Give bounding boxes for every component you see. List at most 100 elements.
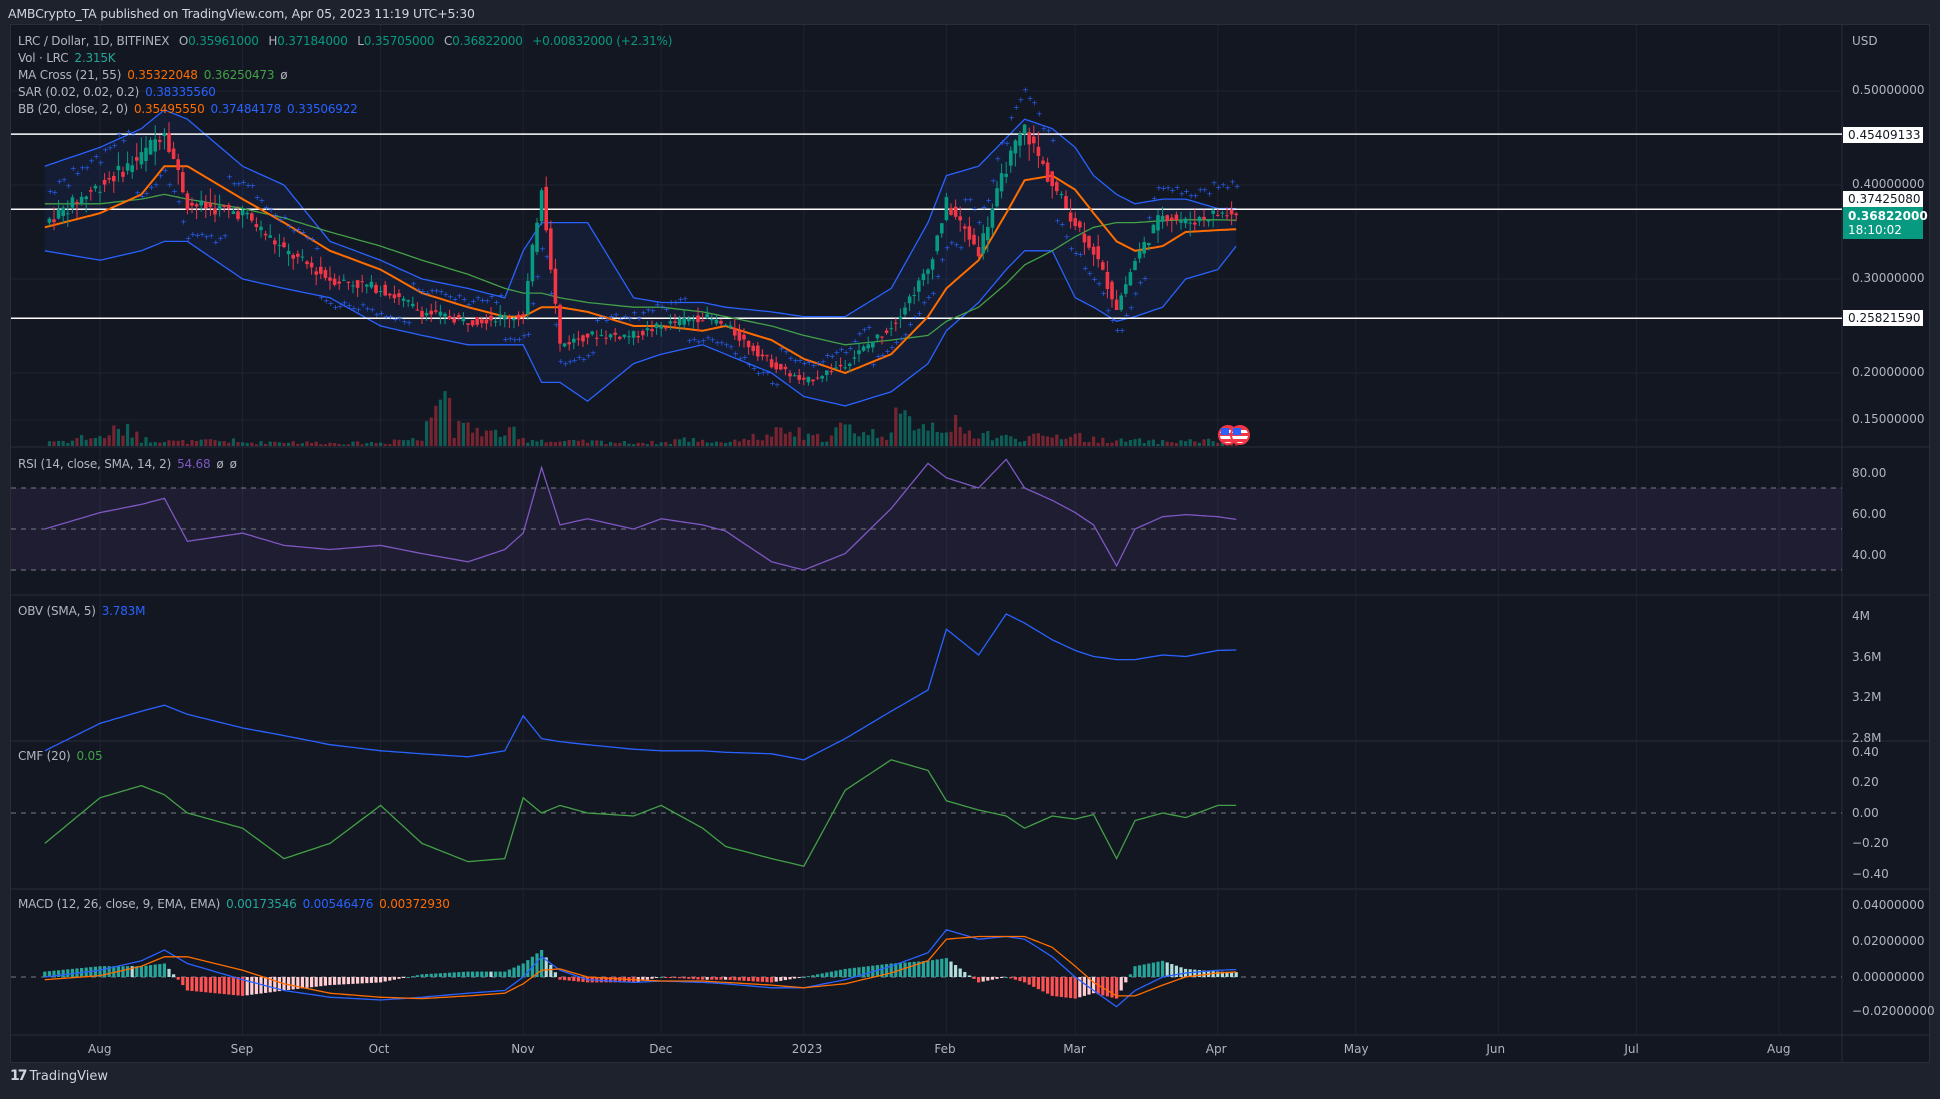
obv-tick-3-6m: 3.6M: [1852, 650, 1882, 664]
svg-text:+: +: [286, 222, 293, 231]
svg-text:+: +: [751, 364, 758, 373]
svg-text:+: +: [797, 356, 804, 365]
svg-text:+: +: [121, 137, 128, 146]
ma-cross-title: MA Cross (21, 55): [18, 68, 122, 82]
svg-text:+: +: [263, 204, 270, 213]
svg-text:+: +: [75, 169, 82, 178]
svg-text:+: +: [525, 330, 532, 339]
svg-text:+: +: [1036, 110, 1043, 119]
svg-text:+: +: [240, 178, 247, 187]
current-price-tag: 0.36822000 18:10:02: [1843, 207, 1928, 239]
obv-legend[interactable]: OBV (SMA, 5) 3.783M: [18, 604, 145, 618]
svg-text:+: +: [696, 337, 703, 346]
sar-legend[interactable]: SAR (0.02, 0.02, 0.2) 0.38335560: [18, 85, 216, 99]
svg-text:+: +: [558, 357, 565, 366]
svg-text:+: +: [1064, 233, 1071, 242]
svg-text:+: +: [985, 196, 992, 205]
svg-text:+: +: [1234, 182, 1241, 191]
cmf-legend[interactable]: CMF (20) 0.05: [18, 749, 103, 763]
svg-text:+: +: [79, 164, 86, 173]
svg-text:+: +: [967, 195, 974, 204]
sar-title: SAR (0.02, 0.02, 0.2): [18, 85, 140, 99]
svg-text:+: +: [553, 320, 560, 329]
cmf-tick-0-4: 0.40: [1852, 745, 1879, 759]
svg-text:+: +: [1211, 179, 1218, 188]
svg-text:+: +: [949, 239, 956, 248]
bb-title: BB (20, close, 2, 0): [18, 102, 128, 116]
svg-text:+: +: [705, 334, 712, 343]
svg-text:+: +: [171, 187, 178, 196]
svg-text:+: +: [351, 304, 358, 313]
tradingview-brand[interactable]: TradingView: [29, 1068, 109, 1084]
svg-text:+: +: [341, 298, 348, 307]
svg-text:+: +: [907, 320, 914, 329]
svg-text:+: +: [84, 163, 91, 172]
svg-text:+: +: [815, 359, 822, 368]
svg-text:+: +: [581, 355, 588, 364]
bb-legend[interactable]: BB (20, close, 2, 0) 0.35495550 0.37484178…: [18, 102, 358, 116]
svg-text:+: +: [778, 344, 785, 353]
svg-text:+: +: [282, 213, 289, 222]
svg-text:+: +: [1031, 99, 1038, 108]
price-tick: 0.20000000: [1852, 365, 1925, 379]
svg-text:+: +: [608, 312, 615, 321]
chart-frame[interactable]: [10, 24, 1930, 1063]
svg-text:+: +: [912, 313, 919, 322]
svg-text:+: +: [415, 286, 422, 295]
svg-text:+: +: [884, 347, 891, 356]
high-value: 0.37184000: [277, 34, 348, 48]
svg-text:+: +: [1114, 326, 1121, 335]
svg-text:+: +: [332, 303, 339, 312]
svg-text:+: +: [56, 177, 63, 186]
svg-text:+: +: [397, 314, 404, 323]
svg-text:+: +: [249, 181, 256, 190]
tradingview-logo-icon[interactable]: 17: [10, 1068, 28, 1084]
svg-text:+: +: [1202, 185, 1209, 194]
volume-legend[interactable]: Vol · LRC 2.315K: [18, 51, 116, 65]
svg-text:+: +: [355, 306, 362, 315]
svg-text:+: +: [1073, 249, 1080, 258]
svg-text:+: +: [981, 203, 988, 212]
svg-text:+: +: [838, 345, 845, 354]
svg-text:+: +: [1054, 217, 1061, 226]
close-value: 0.36822000: [452, 34, 523, 48]
symbol-title[interactable]: LRC / Dollar, 1D, BITFINEX: [18, 34, 170, 48]
svg-text:+: +: [107, 143, 114, 152]
svg-text:+: +: [93, 152, 100, 161]
svg-text:+: +: [999, 138, 1006, 147]
svg-text:+: +: [484, 296, 491, 305]
svg-text:+: +: [254, 193, 261, 202]
cmf-tick-neg-0-4: −0.40: [1852, 867, 1889, 881]
obv-title: OBV (SMA, 5): [18, 604, 96, 618]
svg-text:+: +: [1192, 192, 1199, 201]
svg-text:+: +: [893, 338, 900, 347]
svg-text:+: +: [323, 297, 330, 306]
macd-legend[interactable]: MACD (12, 26, close, 9, EMA, EMA) 0.00173…: [18, 897, 450, 911]
ma-cross-legend[interactable]: MA Cross (21, 55) 0.35322048 0.36250473 ø: [18, 68, 288, 82]
svg-text:+: +: [406, 319, 413, 328]
svg-text:+: +: [199, 230, 206, 239]
low-label: L: [357, 34, 364, 48]
svg-text:+: +: [1100, 289, 1107, 298]
rsi-legend[interactable]: RSI (14, close, SMA, 14, 2) 54.68 ø ø: [18, 457, 237, 471]
svg-text:+: +: [521, 332, 528, 341]
svg-text:+: +: [682, 295, 689, 304]
svg-text:+: +: [659, 302, 666, 311]
svg-text:+: +: [631, 309, 638, 318]
economic-event-flag-icon[interactable]: [1230, 425, 1250, 445]
svg-text:+: +: [622, 312, 629, 321]
svg-text:+: +: [410, 279, 417, 288]
svg-text:+: +: [185, 234, 192, 243]
svg-text:+: +: [1156, 184, 1163, 193]
svg-text:+: +: [176, 197, 183, 206]
svg-text:+: +: [760, 369, 767, 378]
svg-text:+: +: [208, 231, 215, 240]
svg-text:+: +: [668, 298, 675, 307]
svg-text:+: +: [995, 154, 1002, 163]
svg-text:+: +: [217, 234, 224, 243]
svg-text:+: +: [1059, 220, 1066, 229]
svg-text:+: +: [461, 295, 468, 304]
macd-tick-0-04: 0.04000000: [1852, 898, 1925, 912]
svg-text:+: +: [383, 313, 390, 322]
